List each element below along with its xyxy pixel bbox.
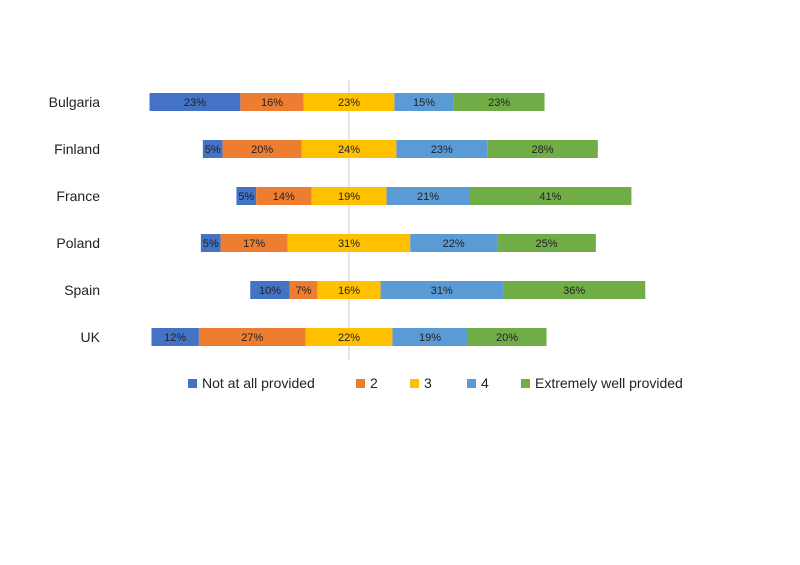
bar-france-series-1 [236, 187, 257, 205]
bar-france-series-2 [256, 187, 312, 205]
data-label-spain-series-4: 31% [431, 285, 453, 297]
category-label-france: France [56, 188, 100, 204]
bar-france-series-4 [386, 187, 470, 205]
data-label-poland-series-5: 25% [535, 238, 557, 250]
bar-finland-series-1 [202, 140, 223, 158]
category-label-finland: Finland [54, 141, 100, 157]
data-label-france-series-5: 41% [539, 191, 561, 203]
data-label-france-series-1: 5% [238, 191, 254, 203]
bar-poland-series-4 [410, 234, 498, 252]
bar-poland-series-1 [200, 234, 221, 252]
legend-swatch-5 [521, 379, 530, 388]
data-label-uk-series-5: 20% [496, 332, 518, 344]
legend-swatch-3 [410, 379, 419, 388]
legend-swatch-1 [188, 379, 197, 388]
legend: Not at all provided 2 3 4 Extremely well pro… [188, 375, 683, 391]
bar-uk-series-2 [198, 328, 306, 346]
data-label-france-series-3: 19% [338, 191, 360, 203]
bar-finland-series-5 [487, 140, 598, 158]
category-label-bulgaria: Bulgaria [49, 94, 101, 110]
bar-poland-series-5 [497, 234, 596, 252]
bar-poland-series-2 [220, 234, 288, 252]
data-label-uk-series-4: 19% [419, 332, 441, 344]
data-label-finland-series-1: 5% [205, 144, 221, 156]
bar-france-series-5 [469, 187, 632, 205]
bar-france-series-3 [311, 187, 387, 205]
data-label-france-series-4: 21% [417, 191, 439, 203]
bar-uk-series-1 [151, 328, 199, 346]
data-label-bulgaria-series-3: 23% [338, 97, 360, 109]
data-label-poland-series-3: 31% [338, 238, 360, 250]
bar-spain-series-4 [380, 281, 504, 299]
data-label-uk-series-2: 27% [241, 332, 263, 344]
legend-swatch-4 [467, 379, 476, 388]
data-label-finland-series-3: 24% [338, 144, 360, 156]
data-label-bulgaria-series-1: 23% [184, 97, 206, 109]
data-label-france-series-2: 14% [273, 191, 295, 203]
bar-spain-series-1 [250, 281, 290, 299]
labels-layer: Bulgaria 23% 16% 23% 15% 23% Finland 5% 20% 24% 23… [49, 94, 586, 345]
data-label-finland-series-4: 23% [431, 144, 453, 156]
data-label-uk-series-3: 22% [338, 332, 360, 344]
data-label-spain-series-3: 16% [338, 285, 360, 297]
bar-finland-series-3 [301, 140, 397, 158]
data-label-bulgaria-series-2: 16% [261, 97, 283, 109]
data-label-finland-series-5: 28% [532, 144, 554, 156]
category-label-poland: Poland [56, 235, 100, 251]
bar-spain-series-3 [317, 281, 381, 299]
bar-bulgaria-series-1 [149, 93, 241, 111]
data-label-spain-series-1: 10% [259, 285, 281, 297]
bar-finland-series-4 [396, 140, 488, 158]
data-label-poland-series-4: 22% [443, 238, 465, 250]
bar-spain-series-5 [503, 281, 646, 299]
legend-label-4: 4 [481, 375, 489, 391]
bar-bulgaria-series-4 [394, 93, 454, 111]
bar-bulgaria-series-2 [240, 93, 304, 111]
data-label-bulgaria-series-4: 15% [413, 97, 435, 109]
legend-swatch-2 [356, 379, 365, 388]
legend-label-5: Extremely well provided [535, 375, 683, 391]
bar-bulgaria-series-3 [303, 93, 395, 111]
bar-uk-series-5 [467, 328, 547, 346]
bar-uk-series-4 [392, 328, 468, 346]
bar-finland-series-2 [222, 140, 302, 158]
data-label-bulgaria-series-5: 23% [488, 97, 510, 109]
bar-bulgaria-series-5 [453, 93, 545, 111]
data-label-finland-series-2: 20% [251, 144, 273, 156]
category-label-spain: Spain [64, 282, 100, 298]
bar-uk-series-3 [305, 328, 393, 346]
data-label-uk-series-1: 12% [164, 332, 186, 344]
bars-layer [149, 93, 646, 346]
data-label-poland-series-2: 17% [243, 238, 265, 250]
legend-label-3: 3 [424, 375, 432, 391]
bar-spain-series-2 [289, 281, 318, 299]
data-label-spain-series-5: 36% [563, 285, 585, 297]
category-label-uk: UK [81, 329, 101, 345]
bar-poland-series-3 [287, 234, 411, 252]
data-label-spain-series-2: 7% [296, 285, 312, 297]
data-label-poland-series-1: 5% [203, 238, 219, 250]
legend-label-1: Not at all provided [202, 375, 315, 391]
legend-label-2: 2 [370, 375, 378, 391]
